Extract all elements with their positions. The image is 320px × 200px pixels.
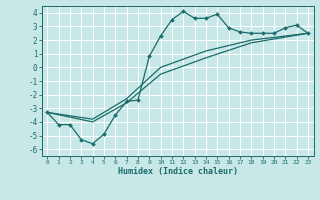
X-axis label: Humidex (Indice chaleur): Humidex (Indice chaleur) bbox=[118, 167, 237, 176]
